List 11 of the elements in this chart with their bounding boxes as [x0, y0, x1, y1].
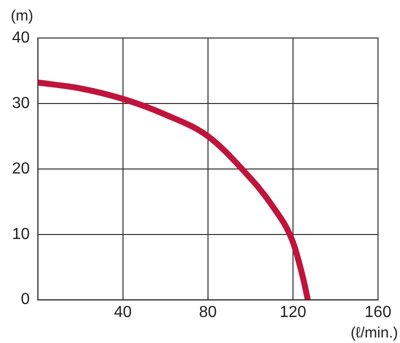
y-tick-label: 0 [20, 291, 30, 308]
y-axis-title: (m) [10, 8, 34, 25]
y-tick-label: 40 [12, 29, 30, 46]
y-tick-label: 20 [12, 160, 30, 178]
x-axis-title: (ℓ/min.) [350, 324, 398, 342]
x-tick-label: 40 [114, 304, 132, 321]
y-tick-label: 30 [12, 94, 30, 112]
x-tick-label: 160 [364, 304, 392, 321]
x-tick-label: 80 [199, 304, 217, 321]
x-tick-label: 120 [280, 304, 306, 321]
y-tick-label: 10 [12, 226, 30, 243]
